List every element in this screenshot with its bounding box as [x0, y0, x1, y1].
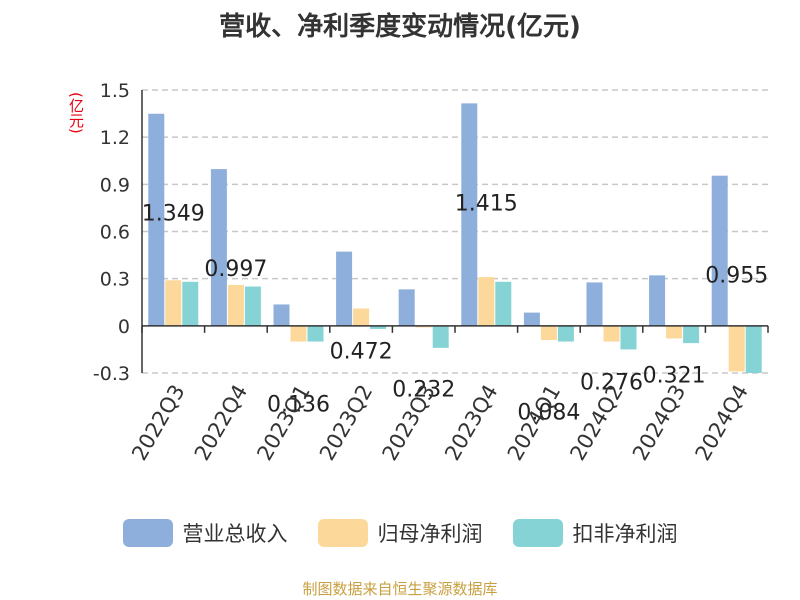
x-tick-label: 2024Q4 — [691, 381, 753, 465]
bar-2-2022Q4 — [244, 286, 261, 326]
data-label: 1.349 — [142, 202, 205, 227]
chart-title: 营收、净利季度变动情况(亿元) — [219, 12, 581, 42]
y-tick-label: 0.9 — [100, 174, 130, 196]
bar-2-2022Q3 — [182, 281, 199, 326]
bar-0-2024Q1 — [523, 312, 540, 326]
bar-1-2023Q2 — [353, 308, 370, 326]
bar-0-2024Q3 — [649, 275, 666, 326]
legend-swatch-net-profit — [317, 519, 368, 547]
legend-swatch-deducted-net-profit — [512, 519, 563, 547]
data-label: 0.084 — [517, 401, 580, 426]
data-label: 0.997 — [204, 257, 267, 282]
bar-0-2022Q4 — [210, 169, 227, 326]
bar-0-2023Q2 — [336, 251, 353, 326]
bar-2-2023Q4 — [495, 281, 512, 326]
bar-1-2023Q4 — [478, 277, 495, 326]
bar-0-2023Q1 — [273, 304, 290, 326]
x-tick-label: 2022Q3 — [127, 381, 189, 465]
bar-1-2024Q4 — [728, 325, 745, 372]
legend-item-deducted-net-profit[interactable]: 扣非净利润 — [512, 518, 678, 548]
data-label: 0.276 — [580, 370, 643, 395]
bar-0-2023Q3 — [398, 289, 415, 326]
bar-2-2023Q2 — [370, 325, 387, 329]
bar-1-2024Q3 — [666, 325, 683, 339]
legend-label-deducted-net-profit: 扣非净利润 — [572, 522, 678, 546]
y-axis-unit-label: (亿元) — [67, 92, 85, 134]
bar-1-2024Q2 — [603, 325, 620, 342]
legend-label-net-profit: 归母净利润 — [377, 522, 483, 546]
bar-1-2024Q1 — [540, 325, 557, 340]
data-label: 0.472 — [330, 340, 393, 365]
legend: 营业总收入 归母净利润 扣非净利润 — [0, 518, 800, 548]
bar-0-2024Q2 — [586, 282, 603, 326]
bar-2-2024Q1 — [557, 325, 574, 342]
y-tick-label: 1.2 — [100, 127, 130, 149]
data-label: 0.955 — [705, 264, 768, 289]
bar-1-2022Q3 — [165, 280, 182, 326]
bar-2-2024Q4 — [745, 325, 762, 373]
legend-label-revenue: 营业总收入 — [182, 522, 288, 546]
y-tick-label: 1.5 — [100, 80, 130, 102]
legend-item-revenue[interactable]: 营业总收入 — [122, 518, 288, 548]
bar-1-2022Q4 — [227, 284, 244, 326]
bar-2-2023Q1 — [307, 325, 324, 342]
legend-swatch-revenue — [122, 519, 173, 547]
bar-2-2024Q2 — [620, 325, 637, 350]
bar-2-2024Q3 — [683, 325, 700, 344]
bar-0-2022Q3 — [148, 113, 165, 326]
y-tick-label: 0 — [118, 316, 130, 338]
y-tick-label: -0.3 — [93, 363, 130, 385]
x-tick-label: 2022Q4 — [190, 381, 252, 465]
y-tick-label: 0.3 — [100, 269, 130, 291]
bar-0-2024Q4 — [711, 175, 728, 326]
bar-1-2023Q3 — [415, 325, 432, 328]
data-label: 0.232 — [392, 377, 455, 402]
data-label: 1.415 — [455, 191, 518, 216]
bar-0-2023Q4 — [461, 103, 478, 326]
bar-2-2023Q3 — [432, 325, 449, 348]
data-label: 0.136 — [267, 392, 330, 417]
legend-item-net-profit[interactable]: 归母净利润 — [317, 518, 483, 548]
y-tick-label: 0.6 — [100, 222, 130, 244]
data-label: 0.321 — [643, 363, 706, 388]
bar-1-2023Q1 — [290, 325, 307, 342]
source-note: 制图数据来自恒生聚源数据库 — [302, 580, 498, 598]
